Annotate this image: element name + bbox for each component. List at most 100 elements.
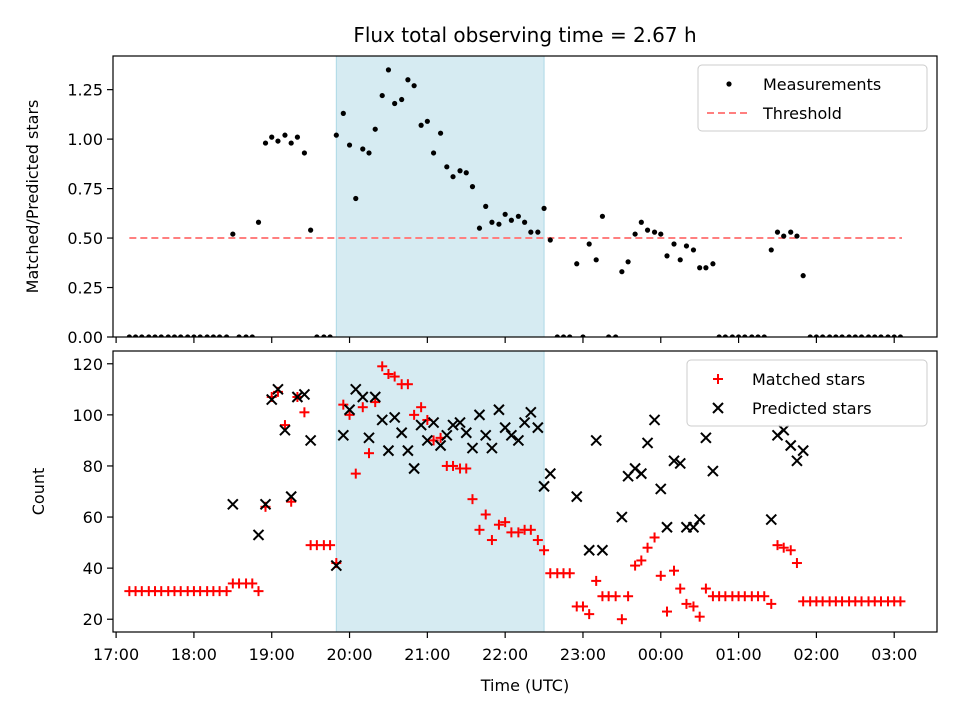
matched-star-point [525, 524, 536, 535]
measurement-point [658, 231, 664, 237]
predicted-star-point [304, 434, 317, 447]
predicted-star-stroke-b [590, 434, 602, 447]
predicted-star-stroke-b [291, 391, 304, 403]
predicted-star-point [635, 467, 648, 480]
matched-star-point [247, 578, 258, 589]
predicted-star-stroke-b [635, 467, 648, 480]
predicted-star-stroke-b [337, 429, 350, 442]
matched-star-point [402, 379, 413, 390]
predicted-star-stroke-b [395, 427, 408, 439]
measurement-point [677, 257, 683, 263]
matched-star-point [299, 407, 310, 418]
measurement-point [768, 247, 774, 253]
matched-star-point [480, 509, 491, 520]
matched-star-point [486, 535, 497, 546]
measurement-point [599, 213, 606, 219]
predicted-star-point [227, 498, 239, 510]
predicted-star-stroke-b [700, 432, 712, 444]
matched-star-point [467, 494, 478, 505]
predicted-star-stroke-b [227, 498, 239, 510]
matched-star-point [350, 468, 361, 479]
matched-star-point [253, 586, 264, 597]
predicted-star-point [376, 414, 388, 426]
measurement-point [813, 334, 819, 337]
measurement-point [846, 334, 852, 337]
matched-star-point [669, 565, 680, 576]
measurement-point [197, 334, 203, 337]
predicted-star-point [512, 434, 525, 447]
matched-star-point [383, 368, 394, 379]
predicted-star-point [427, 416, 440, 429]
y-tick-label: 0.75 [67, 180, 103, 199]
predicted-star-point [279, 424, 291, 436]
y-tick-label: 120 [72, 355, 103, 374]
measurement-point [522, 219, 528, 225]
predicted-star-point [252, 529, 265, 541]
predicted-star-point [571, 490, 583, 503]
predicted-star-point [538, 480, 550, 493]
predicted-star-point [337, 429, 350, 442]
legend-measurement-marker [726, 81, 732, 87]
y-tick-label: 100 [72, 406, 103, 425]
predicted-star-point [493, 404, 505, 416]
x-tick-label: 22:00 [482, 645, 528, 664]
measurement-point [788, 229, 794, 235]
measurement-point [340, 110, 346, 116]
measurement-point [476, 225, 483, 231]
legend-box [686, 359, 928, 427]
predicted-star-stroke-b [583, 544, 595, 556]
predicted-star-stroke-b [687, 521, 700, 533]
predicted-star-stroke-b [369, 391, 381, 403]
predicted-star-point [402, 444, 414, 457]
measurement-point [308, 227, 314, 233]
plot-area [124, 361, 906, 625]
matched-star-point [389, 371, 400, 382]
measurement-point [379, 92, 385, 99]
matched-star-point [377, 361, 388, 372]
predicted-star-point [298, 388, 311, 401]
predicted-star-stroke-b [518, 416, 531, 429]
plot-area [126, 67, 904, 337]
predicted-star-point [434, 439, 447, 452]
measurement-point [437, 130, 444, 136]
measurement-point [191, 334, 197, 337]
y-tick-label: 20 [83, 610, 103, 629]
measurement-point [372, 126, 378, 132]
measurement-point [224, 334, 230, 337]
matched-star-point [778, 542, 789, 553]
y-tick-label: 1.00 [67, 130, 103, 149]
predicted-star-point [499, 421, 511, 434]
predicted-star-point [382, 444, 395, 457]
measurement-point [275, 138, 281, 144]
matched-star-point [325, 540, 336, 551]
x-tick-label: 01:00 [716, 645, 762, 664]
predicted-star-stroke-b [525, 406, 537, 419]
measurement-point [638, 219, 644, 225]
predicted-star-point [421, 434, 434, 447]
predicted-star-stroke-b [668, 455, 680, 467]
predicted-star-stroke-b [499, 421, 511, 434]
matched-star-point [785, 545, 796, 556]
predicted-star-stroke-b [479, 429, 492, 442]
measurement-point [178, 334, 184, 337]
predicted-star-stroke-b [285, 490, 297, 503]
matched-star-point [700, 583, 711, 594]
measurement-point [541, 205, 547, 211]
predicted-star-point [785, 439, 797, 452]
matched-star-point [344, 409, 355, 420]
matched-star-point [564, 568, 575, 579]
measurement-point [560, 334, 567, 337]
predicted-star-point [330, 559, 343, 572]
matched-star-point [577, 601, 588, 612]
predicted-star-stroke-b [512, 434, 525, 447]
measurement-point [586, 241, 592, 247]
predicted-star-stroke-b [382, 444, 395, 457]
predicted-star-stroke-b [266, 393, 278, 406]
measurement-point [282, 132, 288, 138]
x-tick-label: 02:00 [793, 645, 839, 664]
measurement-point [255, 219, 262, 225]
predicted-star-stroke-b [785, 439, 797, 452]
measurement-point [418, 122, 424, 128]
matched-star-point [584, 609, 595, 620]
predicted-star-point [583, 544, 595, 556]
